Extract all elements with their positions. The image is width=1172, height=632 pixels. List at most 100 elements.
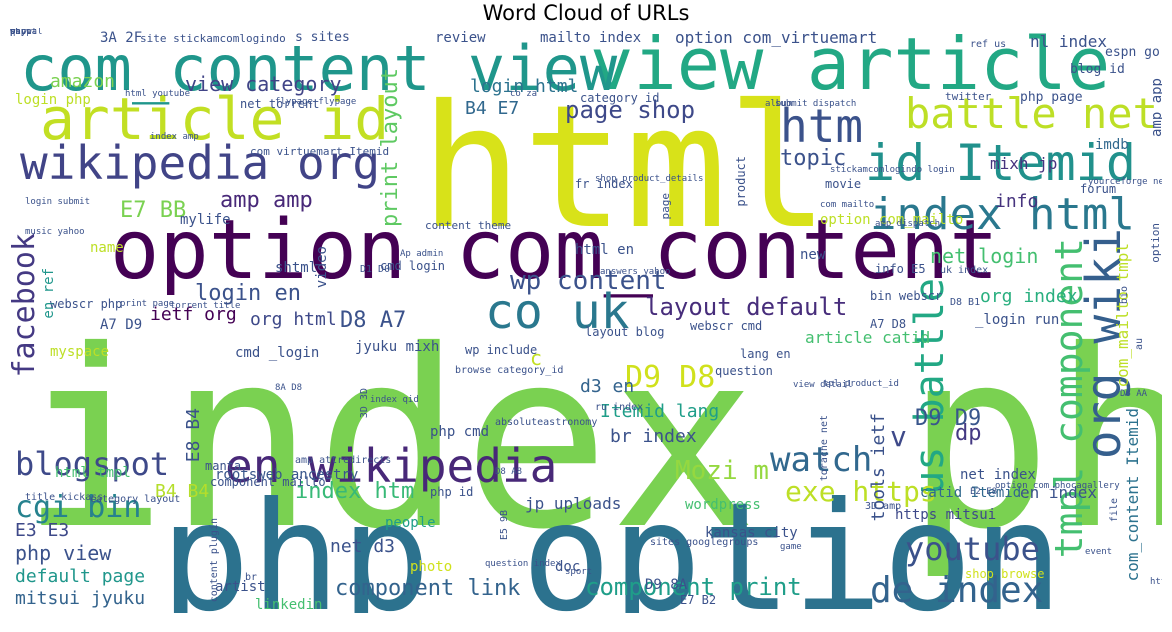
word-amp-attredirects: amp attredirects: [295, 455, 392, 466]
word-d3-en: d3 en: [580, 376, 635, 397]
word-mozi-m: Mozi m: [675, 456, 769, 486]
word-ru-index: ru index: [595, 402, 644, 413]
word-torache-net: torache net: [819, 415, 830, 482]
word-shtml: shtml: [275, 260, 318, 276]
word-e2-e8: E2 E8: [970, 487, 998, 497]
word-jyuku-mixh: jyuku mixh: [355, 339, 440, 355]
word-linkedin: linkedin: [255, 597, 323, 613]
word-myspace: myspace: [50, 344, 110, 360]
word-e7-bb: E7 BB: [120, 198, 187, 223]
word-amp-dispatch: amp dispatch: [875, 219, 941, 229]
word-d8-a7: D8 A7: [340, 308, 407, 333]
word-co-uk: co uk: [485, 284, 630, 340]
word-wp-content: wp content: [510, 266, 667, 296]
word-sport: sport: [565, 567, 593, 577]
word-uk-index: uk index: [940, 265, 989, 276]
word-option: option: [1149, 223, 1162, 263]
word-mixh-jp: mixh jp: [990, 154, 1058, 173]
word-amp-amp: amp amp: [220, 188, 313, 213]
word-com-content-view: com_content view: [20, 32, 618, 105]
word-review: review: [435, 30, 486, 46]
word-html: html: [420, 69, 830, 267]
word-flypage-flypage: flypage flypage: [275, 97, 357, 107]
word-webscr-cmd: webscr cmd: [690, 319, 763, 333]
word-wn: wn: [10, 28, 21, 37]
word-php-page: php page: [1020, 90, 1083, 105]
word-e5-9b: E5 9B: [499, 510, 510, 541]
word-cmd-login-142: cmd login: [380, 259, 446, 273]
word-component-print: component print: [585, 573, 802, 601]
word-kansas-city: kansas city: [705, 525, 798, 541]
word-page-shop: page shop: [565, 96, 696, 124]
word-doc: doc: [555, 559, 581, 575]
word-component-link: component link: [335, 576, 521, 601]
word-option-com-phocagallery: option com_phocagallery: [995, 481, 1120, 491]
word-e3-e3: E3 E3: [15, 520, 70, 541]
word-login-submit: login submit: [25, 197, 91, 207]
word-layout-blog: layout blog: [585, 325, 665, 339]
word-index-qid: index qid: [370, 395, 419, 405]
word-ref-us: ref us: [970, 39, 1007, 50]
word-category-id: category id: [580, 91, 660, 105]
word-d1-d0: D1 D0: [360, 264, 391, 275]
word-option-com-content: option com_content: [110, 203, 999, 298]
word-view-detail: view detail: [793, 380, 853, 390]
word-3d-amp: 3D amp: [865, 501, 902, 512]
word-ietf-org: ietf org: [150, 304, 237, 325]
word-en-index: en index: [1020, 483, 1098, 502]
word-mitsui-jyuku: mitsui jyuku: [15, 588, 146, 609]
word-bio: bio: [1119, 286, 1130, 305]
word-paypal: paypal: [10, 28, 43, 37]
word-view-category: view category: [185, 72, 342, 96]
word-jp-uploads: jp uploads: [525, 494, 622, 513]
word-br: br: [245, 572, 258, 583]
word-category-layout: category layout: [90, 494, 181, 505]
word-component-mailto: component mailto: [210, 475, 326, 489]
word-view-article: view article: [590, 28, 1111, 106]
word-cgi-bin: cgi bin: [15, 490, 142, 525]
word-com-mailto-tmpl: com_mailto tmpl: [1113, 243, 1132, 388]
word-cmd-login: cmd _login: [235, 345, 320, 361]
word-html-tmpl: html tmpl: [55, 465, 131, 481]
word-facebook: facebook: [10, 233, 42, 378]
word-people: people: [385, 515, 436, 531]
word-login-html: login html: [470, 76, 579, 97]
word-id-itemid: id Itemid: [865, 134, 1136, 192]
word-dp: dp: [955, 421, 982, 446]
word-twitter: twitter: [945, 90, 992, 103]
word-battle-net: battle net: [905, 89, 1158, 138]
word-tpl-product-id: tpl product_id: [823, 379, 899, 389]
word-net-login: net login: [930, 244, 1039, 268]
word-question-index: question index: [485, 559, 561, 569]
word-layout-default: layout default: [645, 293, 848, 321]
word-webscr-php: webscr php: [50, 297, 123, 311]
word-photo: photo: [410, 559, 453, 575]
word-shop-browse: shop browse: [965, 567, 1045, 581]
word-show: show: [10, 28, 32, 37]
word-com-virtuemart-itemid: com virtuemart Itemid: [250, 145, 390, 158]
word-q: q: [10, 28, 16, 37]
word-album: album: [765, 99, 793, 109]
word-d8-aa: D8 AA: [1120, 389, 1148, 399]
word-site-stickamcomlogindo: site stickamcomlogindo: [140, 32, 286, 45]
word-login-en: login en: [195, 281, 301, 306]
word-https-apbfiber: https apbfiber: [1150, 577, 1162, 587]
word-amazon: amazon: [50, 71, 116, 92]
word-org-index: org index: [980, 286, 1078, 307]
chart-title: Word Cloud of URLs: [482, 1, 690, 25]
word-lang-en: lang en: [740, 347, 791, 361]
word-net-d3: net d3: [330, 536, 396, 557]
word-html-en: html en: [575, 242, 635, 258]
word-blogspot: blogspot: [15, 445, 170, 483]
word-option-com-virtuemart: option com_virtuemart: [675, 28, 878, 47]
word-watch: watch: [770, 440, 873, 480]
word-title-kickass: title kickass: [25, 492, 104, 503]
word-net-torrent: net torrent: [240, 97, 320, 111]
word-answers-yahoo: answers yahoo: [600, 267, 671, 277]
word-content-theme: content theme: [425, 219, 512, 232]
word-option-com-mailto: option com_mailto: [820, 212, 964, 228]
word-com-mailto: com mailto: [820, 200, 875, 210]
word-e7-b2: E7 B2: [680, 593, 717, 607]
word-d8-a8: D8 A8: [495, 467, 523, 477]
word-nl-index: nl index: [1030, 32, 1108, 51]
